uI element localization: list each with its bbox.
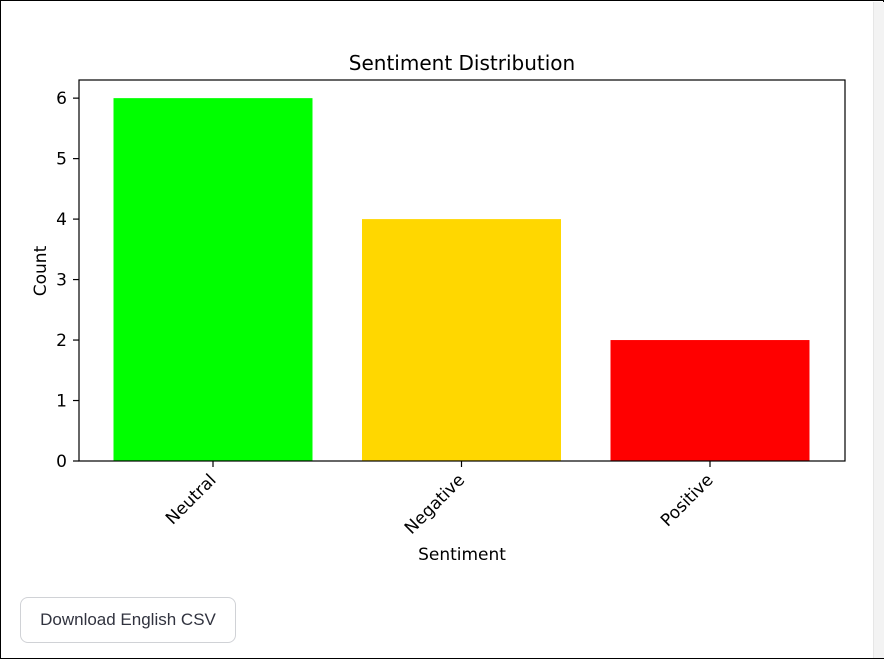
y-tick-label: 5 [56,150,67,170]
chart-title: Sentiment Distribution [349,51,575,75]
scrollbar[interactable] [873,2,884,658]
bars-layer [113,98,810,462]
x-axis-label: Sentiment [418,545,506,565]
y-tick-label: 2 [56,331,67,351]
y-axis: 0 1 2 3 4 5 6 [56,89,79,472]
y-tick-label: 4 [56,210,67,230]
download-english-csv-button[interactable]: Download English CSV [20,597,236,643]
y-tick-label: 3 [56,271,67,291]
bar-positive [610,340,810,461]
bar-negative [362,219,561,461]
x-axis: Neutral Negative Positive [162,461,718,538]
y-tick-label: 0 [56,452,67,472]
y-tick-label: 6 [56,89,67,109]
x-tick-label-positive: Positive [657,470,717,530]
bar-neutral [113,98,313,462]
x-tick-label-negative: Negative [401,470,469,538]
x-tick-label-neutral: Neutral [162,470,221,529]
y-tick-label: 1 [56,392,67,412]
y-axis-label: Count [31,245,51,296]
